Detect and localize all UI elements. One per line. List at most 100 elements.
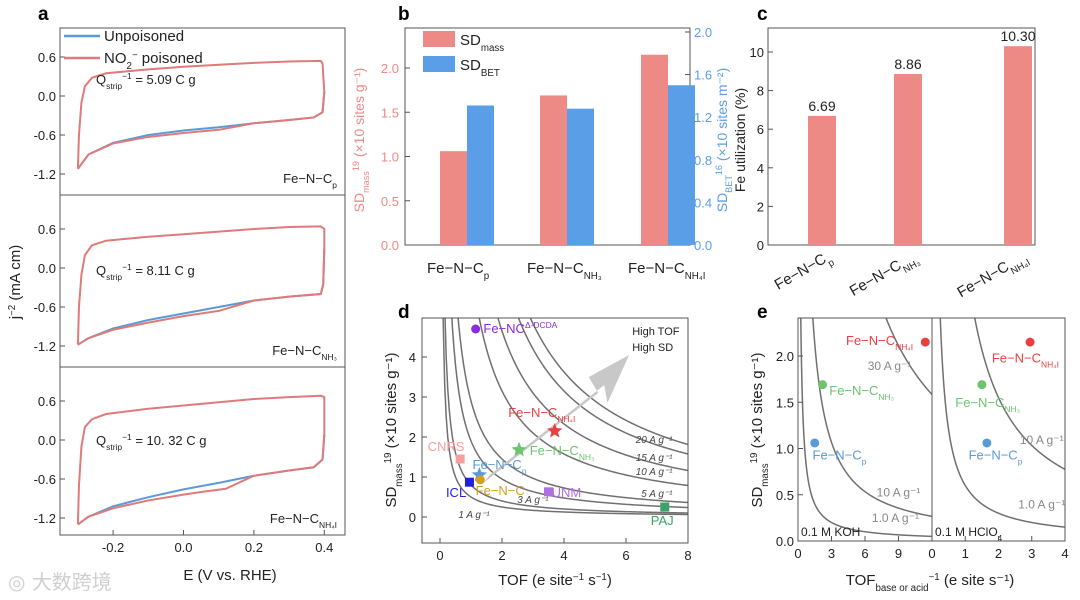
catalyst-label: Fe−N−CNH₃ xyxy=(272,343,337,362)
category-label: Fe−N−Cp xyxy=(772,247,837,297)
electrolyte-label: 0.1 M KOH xyxy=(801,525,860,539)
q-strip-label: Qstrip−1 = 10. 32 C g xyxy=(96,432,207,452)
iso-curve-label: 1.0 A g⁻¹ xyxy=(872,511,919,525)
data-point-square xyxy=(464,477,474,487)
point-label: Fe−N−CNH₄I xyxy=(508,405,575,424)
data-point-sphere xyxy=(977,380,987,390)
y-tick-label: 1.5 xyxy=(776,395,794,410)
iso-current-curve xyxy=(478,318,688,487)
x-tick-label: 0.4 xyxy=(315,540,333,555)
iso-curve-label: 3 A g⁻¹ xyxy=(517,495,549,506)
data-point-circle xyxy=(475,475,485,485)
y-tick-label: -1.2 xyxy=(34,339,56,354)
data-label: 6.69 xyxy=(808,98,835,114)
point-label: Fe−NCΔ-DCDA xyxy=(483,320,557,336)
y-tick-label: 0.5 xyxy=(776,488,794,503)
x-tick-label: 0 xyxy=(794,546,801,561)
y-tick-label: 4 xyxy=(757,161,764,176)
y-tick-label: 8 xyxy=(757,84,764,99)
y-tick-label: 0.0 xyxy=(38,433,56,448)
legend-entry: SDmass xyxy=(460,32,504,54)
panel-letter-a: a xyxy=(38,4,49,25)
y2-tick-label: 0.0 xyxy=(694,238,712,253)
y-tick-label: 0.6 xyxy=(38,394,56,409)
y-tick-label: 0.0 xyxy=(381,238,399,253)
y-axis-label: j−2 (mA cm) xyxy=(7,245,25,320)
y2-tick-label: 0.8 xyxy=(694,153,712,168)
category-label: Fe−N−CNH₃ xyxy=(847,248,923,304)
electrolyte-label: 0.1 M HClO4 xyxy=(935,525,1003,543)
y-tick-label: 0.0 xyxy=(38,89,56,104)
point-label: Fe−N−CNH₃ xyxy=(530,443,595,462)
point-label: Fe−N−CNH₃ xyxy=(955,395,1020,414)
y-tick-label: 1.0 xyxy=(776,442,794,457)
y-axis-label: SDmass19 (×10 sites g⁻¹) xyxy=(749,352,771,507)
poisoned-curve xyxy=(76,394,326,526)
y-tick-label: -1.2 xyxy=(34,511,56,526)
y-tick-label: 2.0 xyxy=(381,61,399,76)
y-tick-label: -0.6 xyxy=(34,128,56,143)
category-label: Fe−N−Cp xyxy=(427,260,490,282)
x-tick-label: 9 xyxy=(895,546,902,561)
category-label: Fe−N−CNH₄I xyxy=(954,248,1032,305)
iso-curve-label: 1 A g⁻¹ xyxy=(458,510,490,521)
iso-curve-label: 20 A g⁻¹ xyxy=(635,435,673,446)
poisoned-curve xyxy=(76,59,326,170)
data-point-sphere xyxy=(810,438,820,448)
iso-curve-label: 5 A g⁻¹ xyxy=(641,489,673,500)
x-tick-label: 0 xyxy=(436,548,443,563)
iso-current-curve xyxy=(451,318,688,509)
bar-sd-bet xyxy=(567,108,594,246)
catalyst-label: Fe−N−Cp xyxy=(283,171,337,190)
point-label: CNRS xyxy=(428,439,465,454)
y-tick-label: 3 xyxy=(409,390,416,405)
x-tick-label: 6 xyxy=(622,548,629,563)
point-label: Fe−N−C xyxy=(476,483,525,498)
x-tick-label: 0.2 xyxy=(245,540,263,555)
y-tick-label: -0.6 xyxy=(34,300,56,315)
x-tick-label: -0.2 xyxy=(102,540,124,555)
point-label: Fe−N−Cp xyxy=(969,448,1023,467)
y-axis-label: SDmass19 (×10 sites g⁻¹) xyxy=(383,352,405,507)
point-label: Fe−N−Cp xyxy=(473,457,527,476)
cv-subplot-frame xyxy=(59,366,346,536)
data-point-sphere xyxy=(1025,337,1035,347)
legend-entry: NO2− poisoned xyxy=(104,50,203,72)
y-tick-label: 0 xyxy=(409,510,416,525)
iso-current-curve xyxy=(812,318,932,518)
x-tick-label: 3 xyxy=(1028,546,1035,561)
data-point-circle xyxy=(471,324,481,334)
scatter-d-frame xyxy=(421,317,689,544)
cv-subplot-frame xyxy=(59,194,346,368)
bar-sd-bet xyxy=(668,85,695,245)
y2-tick-label: 1.2 xyxy=(694,110,712,125)
point-label: Fe−N−CNH₄I xyxy=(992,350,1059,369)
data-point-star xyxy=(547,423,563,438)
data-point-sphere xyxy=(982,438,992,448)
data-point-sphere xyxy=(818,380,828,390)
point-label: UNM xyxy=(552,485,582,500)
iso-current-curve xyxy=(444,318,688,514)
iso-curve-label: 10 A g⁻¹ xyxy=(636,467,673,478)
iso-curve-label: 30 A g⁻¹ xyxy=(868,359,912,373)
panel-letter-e: e xyxy=(757,302,768,323)
y-tick-label: 2.0 xyxy=(776,349,794,364)
y2-tick-label: 2.0 xyxy=(694,25,712,40)
y-tick-label: 0.6 xyxy=(38,222,56,237)
data-point-star xyxy=(511,441,527,457)
bar-fe-utilization xyxy=(808,115,836,246)
iso-current-curve xyxy=(800,318,932,538)
catalyst-label: Fe−N−CNH₄I xyxy=(270,511,337,530)
y-tick-label: 2 xyxy=(409,430,416,445)
iso-curve-label: 1.0 A g⁻¹ xyxy=(1018,498,1065,512)
point-label: Fe−N−CNH₄I xyxy=(846,333,913,352)
arrow-annotation: High SD xyxy=(632,342,673,354)
arrow-annotation: High TOF xyxy=(632,326,680,338)
iso-current-curve xyxy=(442,318,688,516)
y-tick-label: 0.0 xyxy=(776,534,794,549)
y-tick-label: -0.6 xyxy=(34,472,56,487)
legend-swatch xyxy=(423,56,455,72)
y2-axis-label: SDBET16 (×10 sites m⁻²) xyxy=(714,68,734,213)
iso-current-curve xyxy=(457,318,688,504)
